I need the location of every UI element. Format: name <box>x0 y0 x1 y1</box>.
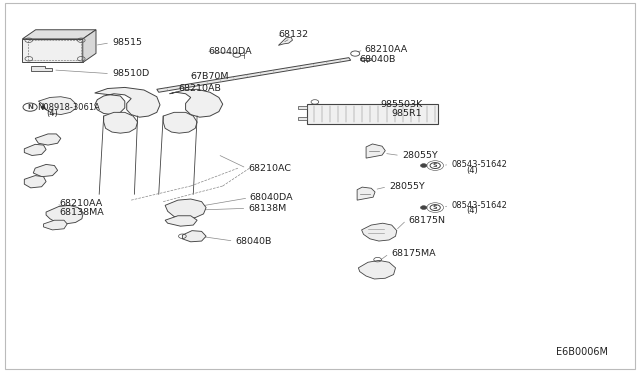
Text: S: S <box>433 205 438 210</box>
Text: 67B70M: 67B70M <box>191 72 229 81</box>
Text: 98515: 98515 <box>112 38 142 47</box>
Polygon shape <box>24 144 46 155</box>
Polygon shape <box>33 164 58 177</box>
Polygon shape <box>298 117 307 120</box>
Circle shape <box>351 51 360 56</box>
Text: 98510D: 98510D <box>112 69 149 78</box>
Polygon shape <box>22 30 96 39</box>
Polygon shape <box>358 260 396 279</box>
Polygon shape <box>170 89 223 117</box>
Polygon shape <box>362 223 397 241</box>
Polygon shape <box>31 66 52 71</box>
Text: 68210AA: 68210AA <box>365 45 408 54</box>
Text: 08543-51642: 08543-51642 <box>451 160 507 169</box>
Polygon shape <box>46 205 83 224</box>
Polygon shape <box>165 199 206 219</box>
Text: 68040DA: 68040DA <box>250 193 293 202</box>
Polygon shape <box>360 58 371 60</box>
Polygon shape <box>22 39 83 62</box>
Polygon shape <box>157 58 351 92</box>
Text: 68175N: 68175N <box>408 216 445 225</box>
Circle shape <box>430 205 440 211</box>
Polygon shape <box>278 37 292 45</box>
Text: 68040B: 68040B <box>360 55 396 64</box>
Text: 985503K: 985503K <box>381 100 423 109</box>
Text: (4): (4) <box>466 206 477 215</box>
Circle shape <box>41 106 46 109</box>
Text: E6B0006M: E6B0006M <box>556 347 607 356</box>
Text: 68132: 68132 <box>278 30 308 39</box>
Polygon shape <box>104 112 138 133</box>
Text: 08543-51642: 08543-51642 <box>451 201 507 210</box>
Text: 985R1: 985R1 <box>392 109 422 118</box>
Polygon shape <box>24 176 46 188</box>
Text: N08918-3061A: N08918-3061A <box>37 103 100 112</box>
Text: (4): (4) <box>466 166 477 174</box>
Text: 68175MA: 68175MA <box>392 249 436 258</box>
Text: N: N <box>27 104 33 110</box>
Text: 68210AB: 68210AB <box>178 84 221 93</box>
Polygon shape <box>182 231 206 242</box>
Text: 68138M: 68138M <box>248 204 287 213</box>
Polygon shape <box>163 112 197 133</box>
Circle shape <box>420 164 427 167</box>
Polygon shape <box>366 144 385 158</box>
Polygon shape <box>83 30 96 62</box>
Text: 68210AA: 68210AA <box>59 199 102 208</box>
Text: 68210AC: 68210AC <box>248 164 291 173</box>
Polygon shape <box>307 104 438 124</box>
Text: 68138MA: 68138MA <box>59 208 104 217</box>
Polygon shape <box>298 106 307 109</box>
Text: (4): (4) <box>46 109 58 118</box>
Text: 28055Y: 28055Y <box>389 182 425 191</box>
Circle shape <box>420 206 427 209</box>
Circle shape <box>23 103 37 111</box>
Text: 68040B: 68040B <box>236 237 272 246</box>
Polygon shape <box>165 216 197 226</box>
Polygon shape <box>35 134 61 145</box>
Polygon shape <box>95 87 160 117</box>
Circle shape <box>430 163 440 169</box>
Polygon shape <box>44 220 67 230</box>
Text: 28055Y: 28055Y <box>402 151 438 160</box>
Text: S: S <box>433 163 438 168</box>
Text: 68040DA: 68040DA <box>208 47 252 56</box>
Polygon shape <box>38 97 76 115</box>
Polygon shape <box>357 187 375 200</box>
